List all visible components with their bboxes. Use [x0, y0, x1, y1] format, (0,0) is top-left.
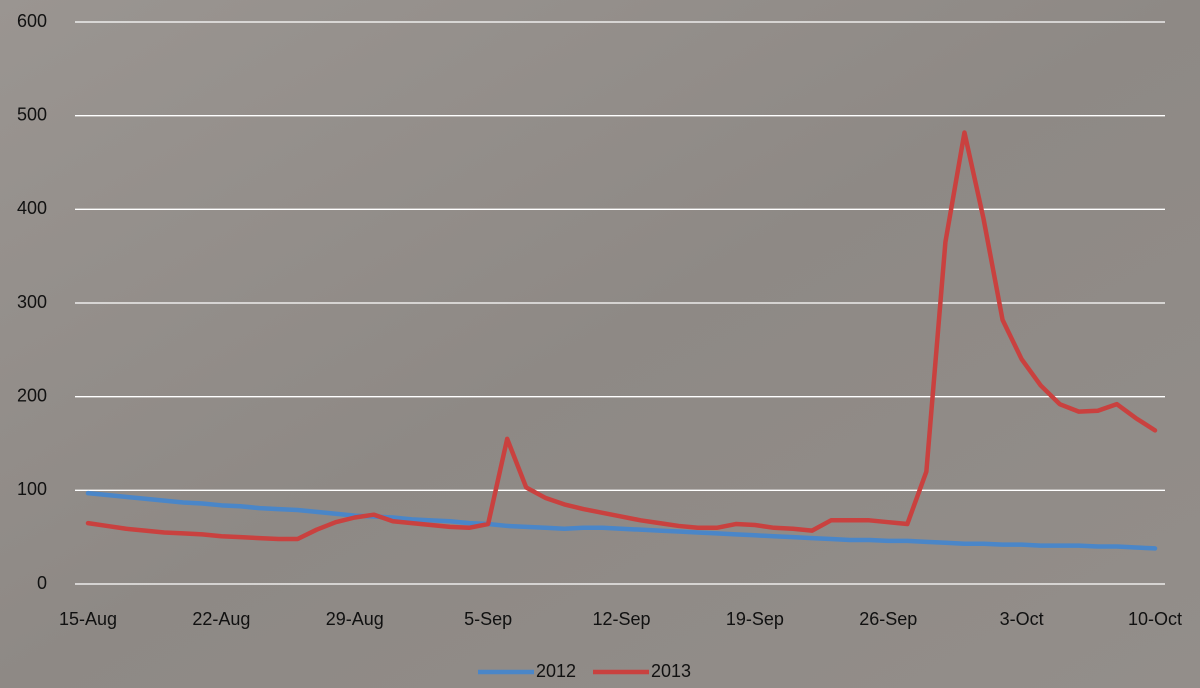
background: [0, 0, 1200, 688]
y-tick-label: 300: [17, 292, 47, 312]
x-tick-label: 22-Aug: [192, 609, 250, 629]
x-tick-label: 3-Oct: [1000, 609, 1044, 629]
y-tick-label: 200: [17, 385, 47, 405]
x-tick-label: 12-Sep: [592, 609, 650, 629]
x-tick-label: 5-Sep: [464, 609, 512, 629]
y-tick-label: 600: [17, 11, 47, 31]
y-tick-label: 400: [17, 198, 47, 218]
legend-label: 2013: [651, 661, 691, 681]
page: 0 100 200 300 400 500 600 15-Aug 22-Aug 29-Aug 5-S…: [0, 0, 1200, 688]
x-tick-label: 10-Oct: [1128, 609, 1182, 629]
chart: 0 100 200 300 400 500 600 15-Aug 22-Aug 29-Aug 5-S…: [0, 0, 1200, 688]
x-tick-label: 29-Aug: [326, 609, 384, 629]
y-tick-label: 100: [17, 479, 47, 499]
legend-label: 2012: [536, 661, 576, 681]
y-tick-label: 500: [17, 104, 47, 124]
x-tick-label: 26-Sep: [859, 609, 917, 629]
y-tick-label: 0: [37, 573, 47, 593]
x-tick-label: 15-Aug: [59, 609, 117, 629]
x-tick-label: 19-Sep: [726, 609, 784, 629]
